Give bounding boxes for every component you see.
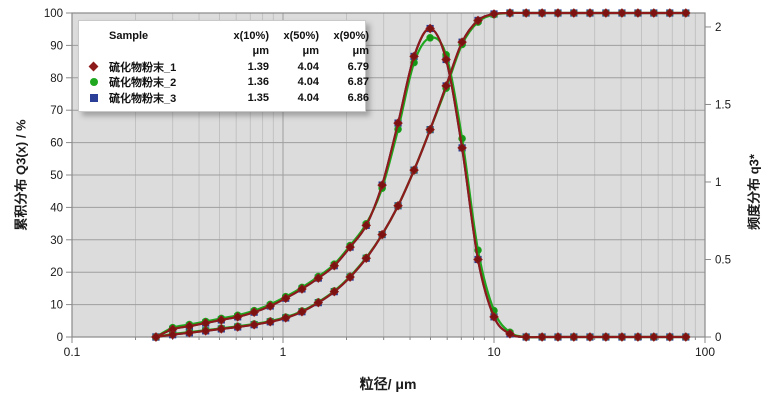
svg-text:100: 100	[44, 8, 63, 20]
svg-text:10: 10	[487, 345, 501, 359]
legend-header-x50: x(50%)	[283, 29, 319, 42]
svg-text:0.5: 0.5	[715, 254, 731, 266]
svg-text:50: 50	[50, 170, 63, 182]
svg-text:10: 10	[50, 300, 63, 312]
svg-text:1: 1	[715, 177, 721, 189]
sample1-x10: 1.39	[247, 60, 269, 73]
svg-text:80: 80	[50, 73, 63, 85]
sample2-x10: 1.36	[247, 76, 269, 89]
sample2-x50: 4.04	[297, 76, 319, 89]
legend-unit-x10: μm	[252, 45, 269, 58]
svg-text:60: 60	[50, 138, 63, 150]
legend-row-sample1-name: 硫化物粉末_1	[109, 61, 177, 74]
sample2-x90: 6.87	[347, 76, 369, 89]
sample1-x50: 4.04	[297, 60, 319, 73]
sample3-square-swatch-icon	[90, 93, 98, 102]
svg-text:1.5: 1.5	[715, 99, 731, 111]
svg-text:40: 40	[50, 202, 63, 214]
svg-text:2: 2	[715, 22, 721, 34]
legend-header-sample: Sample	[109, 29, 149, 42]
right-axis-title: 频度分布 q3*	[746, 154, 762, 230]
sample1-diamond-swatch-icon	[88, 61, 99, 72]
svg-text:70: 70	[50, 105, 63, 117]
svg-text:1: 1	[280, 345, 287, 359]
svg-text:0: 0	[715, 332, 721, 344]
left-axis-title: 累积分布 Q3(x) / %	[13, 119, 29, 231]
sample3-x10: 1.35	[247, 91, 269, 104]
legend-box: Sample x(10%) x(50%) x(90%) μm μm μm 硫化物…	[78, 20, 369, 112]
x-axis-title: 粒径/ μm	[359, 376, 417, 392]
legend-unit-x50: μm	[302, 45, 319, 58]
svg-text:90: 90	[50, 40, 63, 52]
svg-text:20: 20	[50, 267, 63, 279]
svg-text:100: 100	[695, 345, 715, 359]
legend-row-sample3-name: 硫化物粉末_3	[109, 92, 177, 105]
sample3-x90: 6.86	[347, 91, 369, 104]
svg-text:30: 30	[50, 235, 63, 247]
svg-text:0: 0	[57, 332, 63, 344]
sample1-x90: 6.79	[347, 60, 369, 73]
sample3-x50: 4.04	[297, 91, 319, 104]
legend-unit-x90: μm	[352, 45, 369, 58]
svg-text:0.1: 0.1	[64, 345, 81, 359]
legend-row-sample2-name: 硫化物粉末_2	[109, 77, 177, 90]
sample2-circle-swatch-icon	[90, 78, 98, 87]
legend-header-x10: x(10%)	[233, 29, 269, 42]
legend-header-x90: x(90%)	[333, 29, 369, 42]
